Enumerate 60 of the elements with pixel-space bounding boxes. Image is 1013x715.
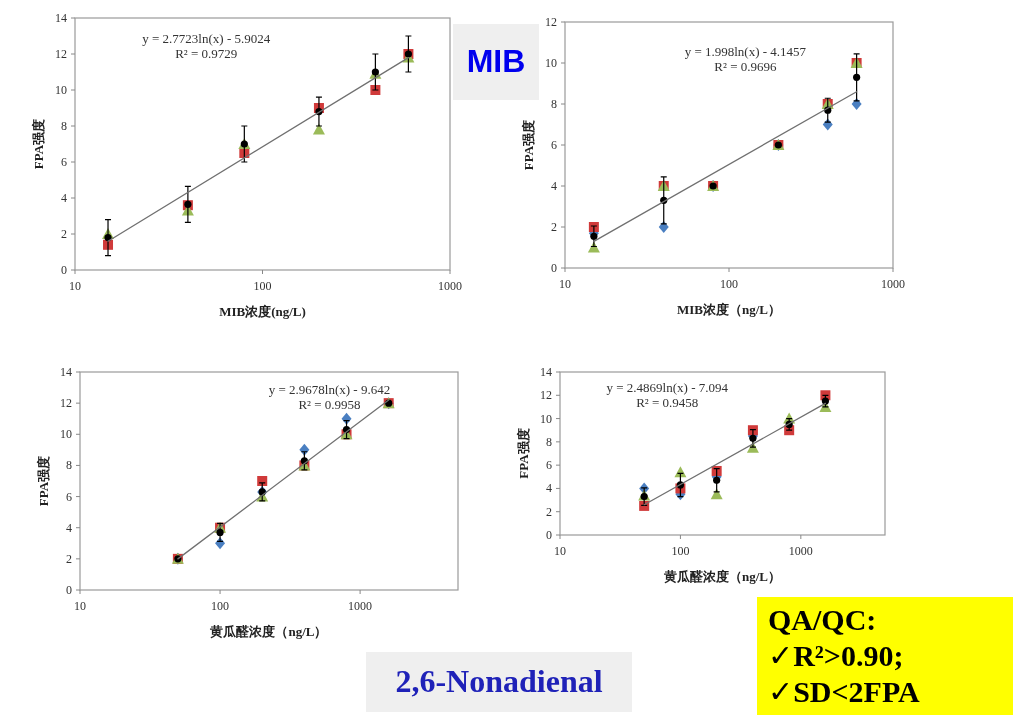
y-tick-label: 12	[545, 15, 557, 29]
y-tick-label: 4	[546, 481, 552, 496]
text: MIB	[466, 43, 526, 79]
x-tick-label: 1000	[788, 544, 813, 558]
annotation: R² = 0.9696	[714, 59, 777, 75]
annotation: R² = 0.9958	[298, 396, 361, 412]
y-tick-label: 14	[60, 365, 72, 379]
annotation: y = 2.4869ln(x) - 7.094	[606, 379, 729, 395]
x-tick-label: 1000	[438, 279, 462, 293]
y-tick-label: 10	[60, 427, 72, 442]
y-tick-label: 14	[55, 11, 67, 25]
x-tick-label: 100	[211, 599, 230, 613]
y-tick-label: 6	[551, 138, 557, 152]
y-axis-title: FPA强度	[36, 455, 51, 507]
y-tick-label: 4	[66, 520, 72, 535]
annotation: y = 2.9678ln(x) - 9.642	[268, 381, 391, 397]
annotation: y = 1.998ln(x) - 4.1457	[684, 44, 807, 60]
x-tick-label: 1000	[348, 599, 373, 613]
y-tick-label: 10	[540, 411, 552, 426]
y-tick-label: 10	[55, 83, 67, 97]
y-tick-label: 14	[540, 365, 552, 379]
y-tick-label: 2	[546, 504, 552, 519]
y-tick-label: 4	[61, 191, 67, 205]
y-tick-label: 2	[551, 220, 557, 234]
text: ✓SD<2FPA	[768, 675, 920, 708]
y-tick-label: 12	[55, 47, 67, 61]
text: ✓R²>0.90;	[768, 639, 904, 672]
annotation: y = 2.7723ln(x) - 5.9024	[142, 31, 271, 47]
y-axis-title: FPA强度	[521, 119, 536, 171]
y-tick-label: 2	[66, 551, 72, 566]
y-tick-label: 2	[61, 227, 67, 241]
x-axis-title: MIB浓度(ng/L)	[219, 304, 306, 319]
text: 2,6-Nonadienal	[395, 663, 603, 699]
annotation: R² = 0.9729	[175, 46, 238, 62]
y-tick-label: 0	[66, 583, 72, 597]
y-tick-label: 6	[546, 458, 552, 473]
x-axis-title: MIB浓度（ng/L）	[676, 302, 782, 317]
text: QA/QC:	[768, 603, 877, 636]
y-tick-label: 8	[546, 434, 552, 449]
x-tick-label: 100	[253, 279, 272, 293]
y-tick-label: 12	[60, 396, 72, 411]
y-tick-label: 4	[551, 179, 557, 193]
y-tick-label: 8	[66, 458, 72, 473]
x-tick-label: 100	[720, 277, 738, 291]
y-tick-label: 6	[66, 489, 72, 504]
y-tick-label: 8	[551, 97, 557, 111]
annotation: R² = 0.9458	[636, 394, 699, 410]
y-tick-label: 0	[551, 261, 557, 275]
y-tick-label: 0	[61, 263, 67, 277]
x-tick-label: 1000	[881, 277, 905, 291]
x-tick-label: 100	[671, 544, 690, 558]
y-tick-label: 8	[61, 119, 67, 133]
x-axis-title: 黄瓜醛浓度（ng/L）	[209, 624, 328, 639]
y-tick-label: 12	[540, 388, 552, 403]
x-axis-title: 黄瓜醛浓度（ng/L）	[662, 569, 782, 584]
y-axis-title: FPA强度	[31, 118, 46, 170]
y-tick-label: 0	[546, 528, 552, 542]
y-tick-label: 6	[61, 155, 67, 169]
y-tick-label: 10	[545, 56, 557, 70]
y-axis-title: FPA强度	[516, 428, 531, 479]
